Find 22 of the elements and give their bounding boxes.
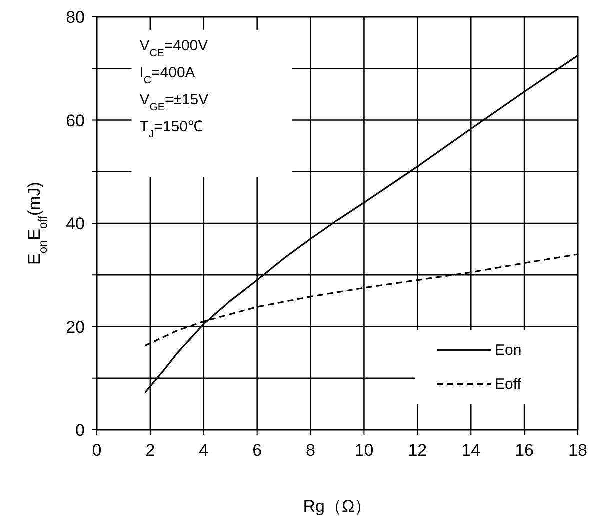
annotation: V$_{GE}$=±15V	[140, 92, 209, 114]
legend-label: Eoff	[495, 376, 522, 394]
x-tick-label: 8	[306, 441, 316, 460]
x-tick-label: 4	[199, 441, 209, 460]
x-tick-label: 6	[252, 441, 262, 460]
x-tick-label: 10	[354, 441, 374, 460]
y-tick-label: 60	[66, 111, 85, 130]
annotation: V$_{CE}$=400V	[140, 38, 208, 60]
y-tick-label: 20	[66, 318, 85, 337]
annotation: I$_{C}$=400A	[140, 64, 196, 87]
y-tick-label: 40	[66, 214, 85, 234]
annotation: T$_{J}$=150℃	[140, 118, 203, 141]
x-tick-label: 18	[568, 441, 588, 460]
x-tick-label: 12	[408, 441, 428, 460]
legend-label: Eon	[495, 342, 522, 360]
y-tick-label: 0	[76, 421, 85, 440]
x-tick-label: 2	[146, 441, 156, 460]
x-axis-title: Rg（Ω）	[303, 497, 372, 516]
x-tick-label: 0	[92, 441, 102, 460]
x-tick-label: 14	[462, 441, 481, 460]
x-tick-label: 16	[515, 441, 534, 460]
y-tick-label: 80	[66, 8, 85, 27]
